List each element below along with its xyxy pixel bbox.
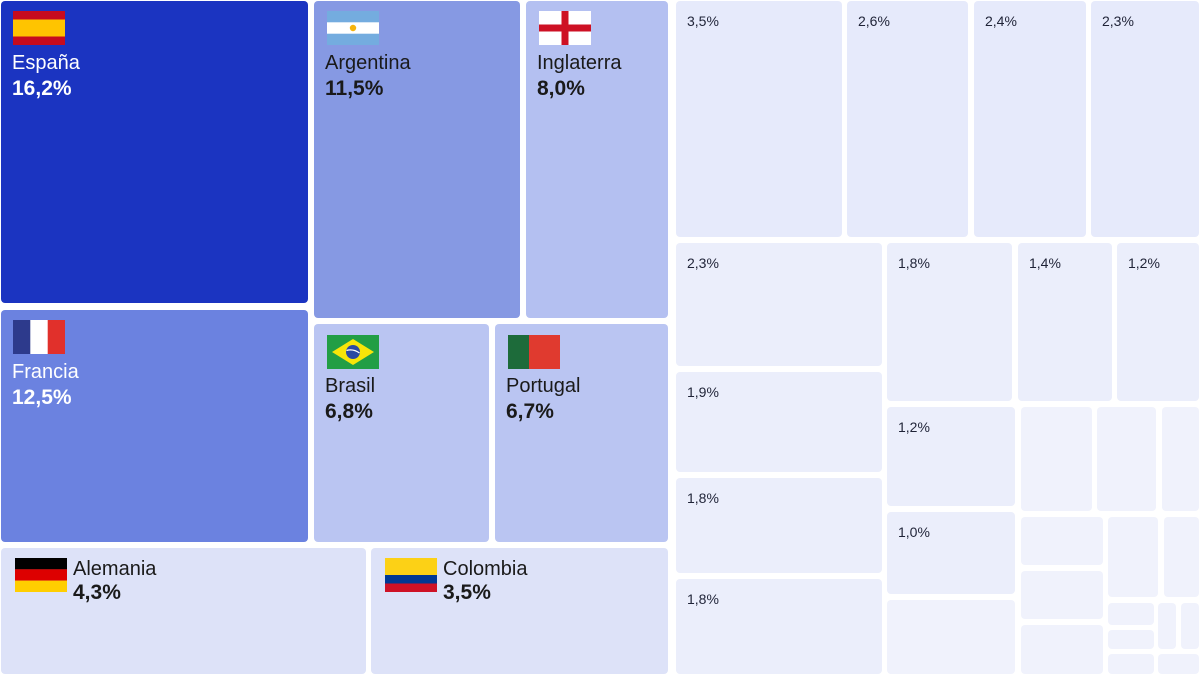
- country-label: Colombia: [443, 558, 528, 580]
- cell-francia: Francia 12,5%: [1, 310, 308, 542]
- cell-unlabeled: [1158, 603, 1176, 649]
- percent-label: 1,0%: [898, 524, 930, 540]
- england-flag-icon: [539, 11, 591, 45]
- percent-label: 1,8%: [687, 490, 719, 506]
- cell-unlabeled: [887, 600, 1015, 674]
- cell-small: 1,8%: [676, 478, 882, 573]
- cell-unlabeled: [1021, 407, 1092, 511]
- country-label: Argentina: [325, 52, 411, 74]
- cell-unlabeled: [1108, 517, 1158, 597]
- cell-small: 1,4%: [1018, 243, 1112, 401]
- percent-label: 6,7%: [506, 400, 554, 423]
- percent-label: 1,8%: [687, 591, 719, 607]
- argentina-flag-icon: [327, 11, 379, 45]
- percent-label: 2,3%: [1102, 13, 1134, 29]
- spain-flag-icon: [13, 11, 65, 45]
- portugal-flag-icon: [508, 335, 560, 369]
- percent-label: 3,5%: [687, 13, 719, 29]
- cell-small: 2,3%: [676, 243, 882, 366]
- cell-alemania: Alemania 4,3%: [1, 548, 366, 674]
- percent-label: 1,4%: [1029, 255, 1061, 271]
- cell-unlabeled: [1162, 407, 1199, 511]
- cell-small: 1,2%: [887, 407, 1015, 506]
- cell-small: 2,4%: [974, 1, 1086, 237]
- cell-small: 2,6%: [847, 1, 968, 237]
- cell-unlabeled: [1108, 603, 1154, 625]
- percent-label: 2,4%: [985, 13, 1017, 29]
- cell-unlabeled: [1108, 654, 1154, 674]
- cell-small: 1,9%: [676, 372, 882, 472]
- percent-label: 1,2%: [1128, 255, 1160, 271]
- percent-label: 1,8%: [898, 255, 930, 271]
- country-label: Brasil: [325, 375, 376, 397]
- country-label: Francia: [12, 361, 79, 383]
- cell-unlabeled: [1097, 407, 1156, 511]
- cell-small: 1,0%: [887, 512, 1015, 594]
- percent-label: 1,2%: [898, 419, 930, 435]
- percent-label: 1,9%: [687, 384, 719, 400]
- country-label: España: [12, 52, 80, 74]
- cell-argentina: Argentina 11,5%: [314, 1, 520, 318]
- cell-small: 1,8%: [887, 243, 1012, 401]
- cell-small: 3,5%: [676, 1, 842, 237]
- percent-label: 3,5%: [443, 581, 491, 604]
- country-label: Alemania: [73, 558, 157, 580]
- cell-unlabeled: [1021, 625, 1103, 674]
- percent-label: 12,5%: [12, 386, 72, 409]
- percent-label: 11,5%: [325, 77, 384, 100]
- percent-label: 2,3%: [687, 255, 719, 271]
- cell-espana: España 16,2%: [1, 1, 308, 303]
- cell-small: 1,2%: [1117, 243, 1199, 401]
- percent-label: 8,0%: [537, 77, 585, 100]
- cell-inglaterra: Inglaterra 8,0%: [526, 1, 668, 318]
- country-label: Inglaterra: [537, 52, 622, 74]
- cell-brasil: Brasil 6,8%: [314, 324, 489, 542]
- cell-unlabeled: [1158, 654, 1199, 674]
- colombia-flag-icon: [385, 558, 437, 592]
- cell-small: 1,8%: [676, 579, 882, 674]
- germany-flag-icon: [15, 558, 67, 592]
- cell-unlabeled: [1108, 630, 1154, 649]
- cell-small: 2,3%: [1091, 1, 1199, 237]
- france-flag-icon: [13, 320, 65, 354]
- cell-unlabeled: [1021, 517, 1103, 565]
- percent-label: 16,2%: [12, 77, 72, 100]
- country-label: Portugal: [506, 375, 581, 397]
- cell-colombia: Colombia 3,5%: [371, 548, 668, 674]
- brazil-flag-icon: [327, 335, 379, 369]
- cell-unlabeled: [1021, 571, 1103, 619]
- cell-unlabeled: [1164, 517, 1199, 597]
- cell-portugal: Portugal 6,7%: [495, 324, 668, 542]
- percent-label: 2,6%: [858, 13, 890, 29]
- cell-unlabeled: [1181, 603, 1199, 649]
- percent-label: 6,8%: [325, 400, 373, 423]
- percent-label: 4,3%: [73, 581, 121, 604]
